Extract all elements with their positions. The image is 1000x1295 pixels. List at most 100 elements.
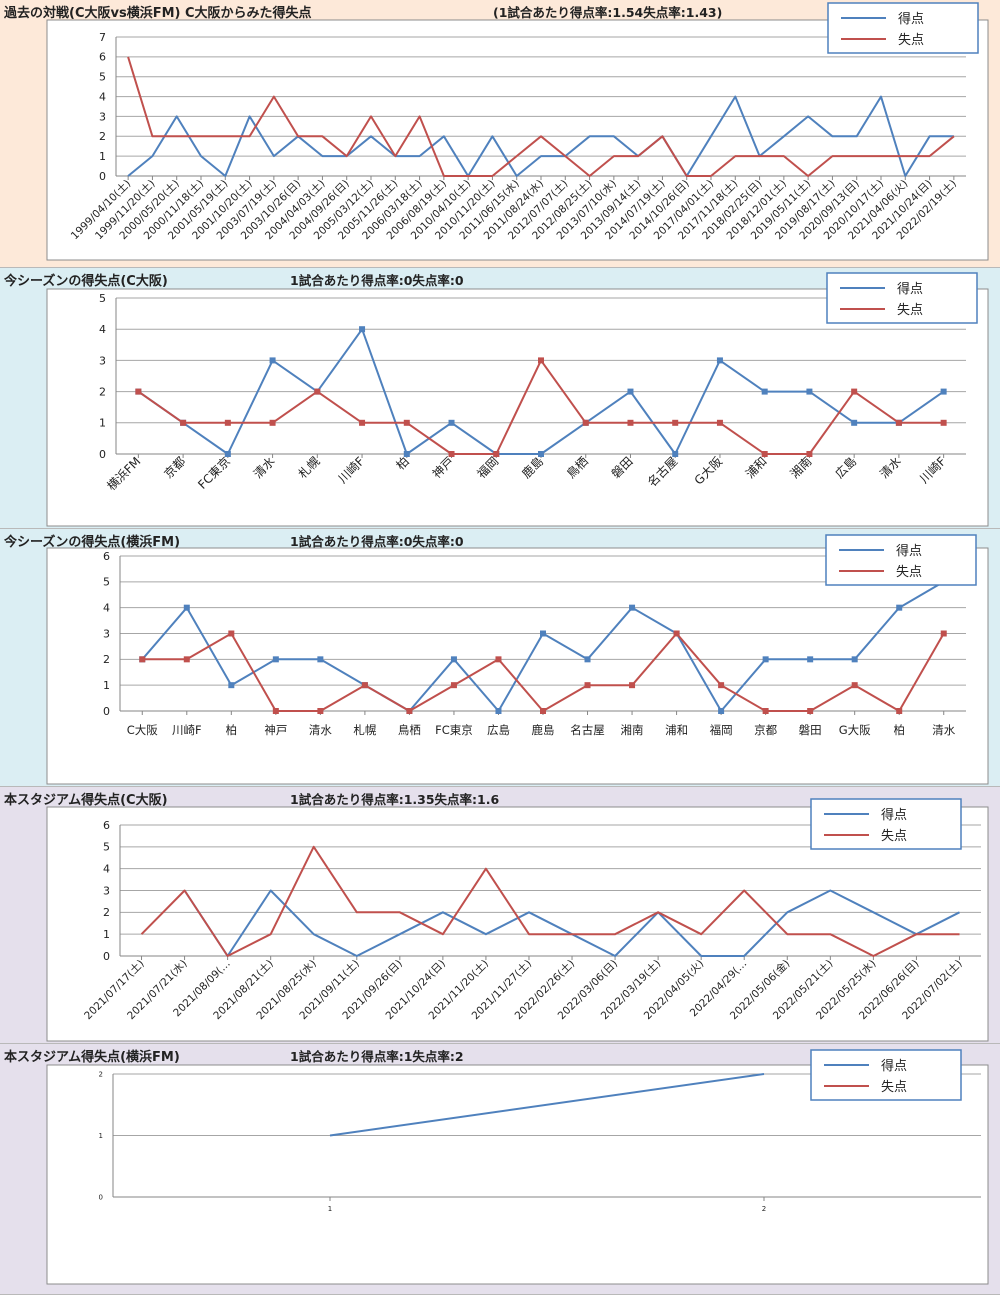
data-point-conceded — [135, 388, 142, 395]
x-tick-label: 鳥栖 — [398, 723, 421, 737]
y-tick-label: 2 — [99, 130, 106, 143]
data-point-conceded — [224, 419, 231, 426]
section-subtitle: 1試合あたり得点率:0失点率:0 — [290, 273, 464, 288]
section-stadium-cosaka: 本スタジアム得失点(C大阪) 1試合あたり得点率:1.35失点率:1.6 0 1 2… — [0, 787, 1000, 1044]
y-tick-label: 6 — [103, 819, 110, 832]
chart-svg: 0 1 2 3 4 5 6 C大阪 川崎F 柏 神戸 清水 札幌 鳥栖 FC東京 広島 鹿島 名古屋 湘南 浦和 福岡 京… — [46, 534, 989, 785]
y-tick-label: 4 — [99, 90, 106, 103]
section-past-matches: 過去の対戦(C大阪vs横浜FM) C大阪からみた得失点 (1試合あたり得点率:1… — [0, 0, 1000, 268]
data-point-conceded — [183, 656, 190, 663]
data-point-conceded — [228, 630, 235, 637]
data-point-conceded — [139, 656, 146, 663]
section-subtitle: (1試合あたり得点率:1.54失点率:1.43) — [493, 5, 723, 20]
data-point-conceded — [493, 451, 500, 457]
data-point-score — [762, 656, 769, 663]
data-point-score — [584, 656, 591, 663]
data-point-conceded — [359, 419, 366, 426]
section-season-cosaka: 今シーズンの得失点(C大阪) 1試合あたり得点率:0失点率:0 0 1 2 3 4 5 横浜… — [0, 268, 1000, 529]
data-point-conceded — [673, 630, 680, 637]
series-line-conceded — [127, 56, 955, 177]
legend-label: 失点 — [898, 33, 924, 48]
data-point-conceded — [895, 419, 902, 426]
data-point-score — [317, 656, 324, 663]
data-point-score — [403, 451, 410, 457]
data-point-score — [450, 656, 457, 663]
y-tick-label: 1 — [99, 1132, 103, 1140]
data-point-conceded — [807, 708, 814, 714]
data-point-conceded — [272, 708, 279, 714]
legend-box — [827, 2, 979, 54]
data-point-conceded — [806, 451, 813, 457]
chart-svg: 012345横浜FM 京都 FC東京 清水 札幌 川崎F 柏神戸 福岡 鹿島 鳥栖 磐田 名古屋 G大阪… — [46, 272, 989, 527]
data-point-score — [940, 388, 947, 395]
y-tick-label: 1 — [103, 928, 110, 941]
y-tick-label: 4 — [103, 863, 110, 876]
data-point-conceded — [495, 656, 502, 663]
data-point-conceded — [317, 708, 324, 714]
section-title: 本スタジアム得失点(横浜FM) — [4, 1050, 180, 1065]
data-point-conceded — [940, 419, 947, 426]
legend-label: 失点 — [896, 565, 922, 580]
y-tick-label: 0 — [103, 950, 110, 963]
series-line-conceded — [140, 845, 960, 957]
legend-label: 得点 — [896, 543, 922, 559]
data-point-score — [629, 604, 636, 611]
y-tick-label: 3 — [99, 110, 106, 123]
y-tick-label: 5 — [103, 576, 110, 589]
x-tick-label: 福岡 — [710, 723, 733, 737]
data-point-score — [448, 419, 455, 426]
data-point-score — [540, 630, 546, 637]
y-tick-label: 3 — [103, 627, 110, 640]
x-tick-label: 2 — [762, 1205, 766, 1213]
y-tick-label: 0 — [99, 170, 106, 183]
legend-label: 得点 — [881, 807, 907, 823]
data-point-conceded — [762, 708, 769, 714]
x-tick-label: G大阪 — [839, 723, 871, 737]
data-point-score — [896, 604, 903, 611]
section-subtitle: 1試合あたり得点率:1失点率:2 — [290, 1049, 464, 1064]
y-tick-label: 5 — [103, 841, 110, 854]
legend-box — [810, 798, 962, 850]
y-tick-label: 6 — [99, 51, 106, 64]
x-tick-label: 浦和 — [665, 723, 688, 737]
data-point-conceded — [406, 708, 413, 714]
data-point-conceded — [180, 419, 187, 426]
y-tick-label: 4 — [103, 602, 110, 615]
section-subtitle: 1試合あたり得点率:1.35失点率:1.6 — [290, 792, 500, 807]
data-point-score — [224, 451, 231, 457]
data-point-conceded — [538, 357, 544, 364]
legend-label: 得点 — [881, 1058, 907, 1074]
chart-svg: 012345671999/04/10(土)1999/11/20(土)2000/0… — [46, 2, 989, 261]
data-point-conceded — [672, 419, 679, 426]
section-title: 本スタジアム得失点(C大阪) — [4, 793, 168, 808]
data-point-conceded — [448, 451, 455, 457]
x-tick-label: 神戸 — [264, 723, 287, 737]
legend-box — [826, 272, 978, 324]
section-season-yokohama: 今シーズンの得失点(横浜FM) 1試合あたり得点率:0失点率:0 0 1 2 3 4 5 6… — [0, 529, 1000, 787]
y-tick-label: 2 — [103, 906, 110, 919]
data-point-conceded — [851, 682, 858, 689]
section-title: 今シーズンの得失点(C大阪) — [4, 274, 168, 289]
y-tick-label: 2 — [99, 385, 106, 398]
legend-label: 失点 — [897, 303, 923, 318]
legend-label: 失点 — [881, 1080, 907, 1095]
x-tick-label: 京都 — [754, 723, 777, 737]
data-point-score — [672, 451, 679, 457]
y-tick-label: 4 — [99, 323, 106, 336]
y-tick-label: 5 — [99, 292, 106, 305]
y-tick-label: 3 — [99, 354, 106, 367]
data-point-score — [716, 357, 723, 364]
x-tick-label: 磐田 — [799, 723, 822, 737]
y-tick-label: 2 — [99, 1070, 103, 1078]
data-point-conceded — [450, 682, 457, 689]
section-title: 今シーズンの得失点(横浜FM) — [4, 535, 181, 550]
data-point-conceded — [716, 419, 723, 426]
x-tick-label: 清水 — [309, 723, 332, 737]
chart-area — [46, 1064, 989, 1285]
legend-label: 得点 — [897, 281, 923, 297]
x-tick-label: 広島 — [487, 723, 510, 737]
